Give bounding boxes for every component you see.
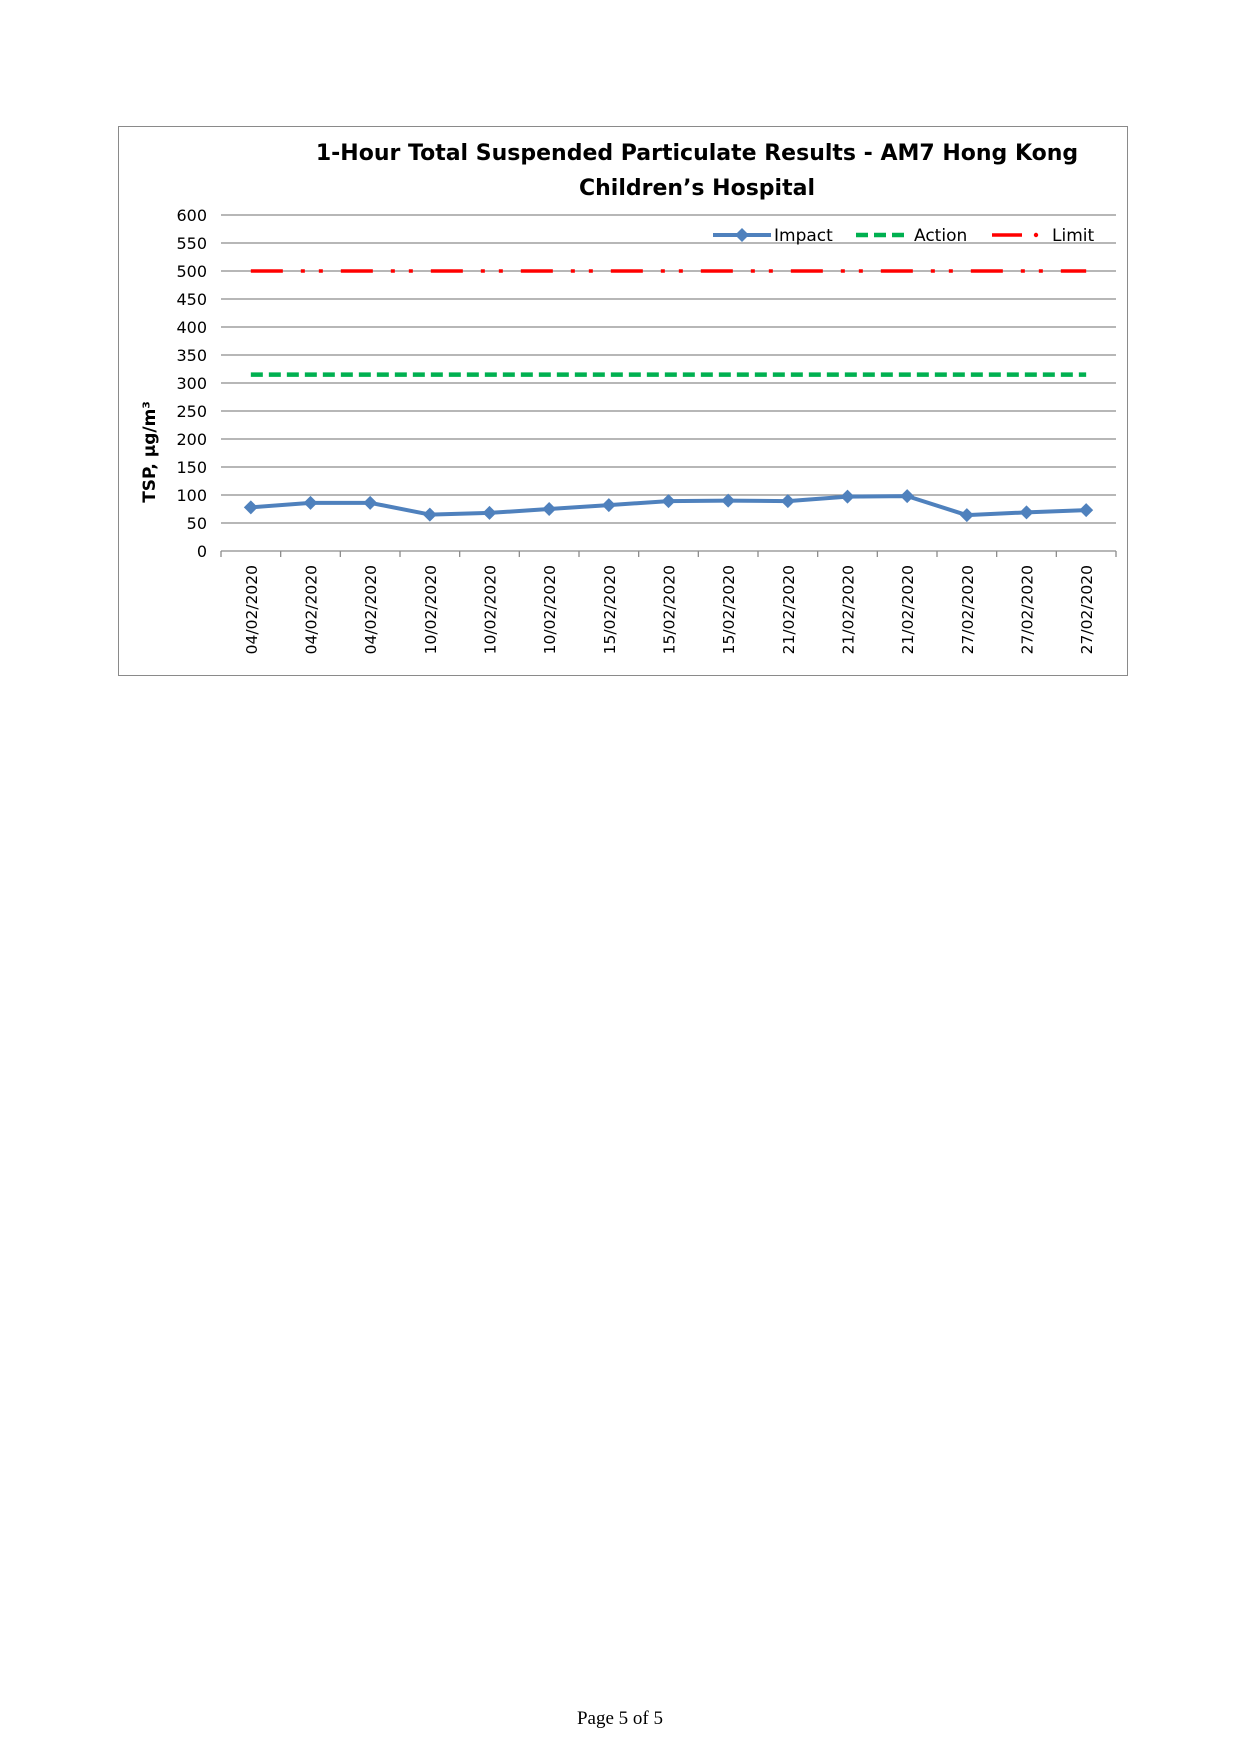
- x-tick-label: 04/02/2020: [303, 565, 321, 654]
- y-tick-label: 400: [176, 318, 207, 337]
- data-point-impact: [422, 507, 437, 522]
- legend-marker-impact: [735, 228, 749, 242]
- x-tick-label: 10/02/2020: [422, 565, 440, 654]
- y-tick-label: 550: [176, 234, 207, 253]
- x-tick-label: 21/02/2020: [899, 565, 917, 654]
- y-tick-labels: 0 50 100 150 200 250 300 350 400 450 500 550 600: [176, 206, 207, 561]
- x-tick-label: 10/02/2020: [482, 565, 500, 654]
- legend-dot-limit: [1033, 232, 1039, 238]
- data-point-impact: [542, 502, 557, 516]
- y-tick-label: 50: [187, 514, 207, 533]
- y-tick-label: 150: [176, 458, 207, 477]
- data-point-impact: [303, 495, 318, 510]
- y-tick-label: 300: [176, 374, 207, 393]
- legend-label-limit: Limit: [1052, 226, 1094, 246]
- x-tick-label: 15/02/2020: [720, 565, 738, 654]
- chart-frame: 1-Hour Total Suspended Particulate Resul…: [118, 126, 1128, 676]
- legend-label-action: Action: [914, 226, 967, 246]
- data-point-impact: [1079, 503, 1094, 518]
- y-axis-label: TSP, µg/m³: [140, 401, 160, 503]
- x-tick-label: 21/02/2020: [840, 565, 858, 654]
- chart-title: 1-Hour Total Suspended Particulate Resul…: [316, 141, 1078, 201]
- y-tick-label: 250: [176, 402, 207, 421]
- data-point-impact: [661, 494, 676, 509]
- y-tick-label: 600: [176, 206, 207, 225]
- data-point-impact: [601, 498, 616, 513]
- chart-svg: 1-Hour Total Suspended Particulate Resul…: [140, 141, 1117, 654]
- data-point-impact: [243, 500, 258, 515]
- data-point-impact: [1019, 505, 1034, 520]
- y-tick-label: 500: [176, 262, 207, 281]
- x-tick-labels: 04/02/2020 04/02/2020 04/02/2020 10/02/2020…: [243, 565, 1096, 654]
- data-point-impact: [840, 489, 855, 504]
- legend: Impact Action Limit: [713, 226, 1094, 246]
- x-tick-label: 15/02/2020: [601, 565, 619, 654]
- data-point-impact: [363, 495, 378, 510]
- data-point-impact: [900, 489, 915, 504]
- x-tick-label: 27/02/2020: [1019, 565, 1037, 654]
- y-tick-label: 350: [176, 346, 207, 365]
- x-tick-label: 27/02/2020: [1078, 565, 1096, 654]
- data-point-impact: [482, 505, 497, 520]
- x-tick-label: 04/02/2020: [243, 565, 261, 654]
- y-tick-label: 450: [176, 290, 207, 309]
- x-tick-label: 04/02/2020: [362, 565, 380, 654]
- x-tick-label: 21/02/2020: [780, 565, 798, 654]
- series-group: [243, 269, 1094, 523]
- y-tick-label: 0: [197, 542, 207, 561]
- chart-title-line-2: Children’s Hospital: [579, 176, 815, 201]
- data-point-impact: [780, 494, 795, 509]
- legend-label-impact: Impact: [774, 226, 833, 246]
- x-axis: [220, 551, 1117, 557]
- data-point-impact: [721, 493, 736, 508]
- x-tick-label: 10/02/2020: [541, 565, 559, 654]
- page-number-footer: Page 5 of 5: [576, 1708, 663, 1729]
- data-point-impact: [959, 508, 974, 523]
- y-tick-label: 100: [176, 486, 207, 505]
- x-tick-label: 27/02/2020: [959, 565, 977, 654]
- x-tick-label: 15/02/2020: [661, 565, 679, 654]
- y-tick-label: 200: [176, 430, 207, 449]
- chart-title-line-1: 1-Hour Total Suspended Particulate Resul…: [316, 141, 1078, 166]
